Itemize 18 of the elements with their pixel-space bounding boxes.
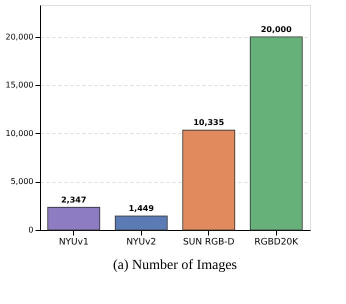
bar [47,206,100,230]
x-tick-label: NYUv1 [58,238,89,248]
y-tick-label: 0 [28,226,34,234]
data-label: 1,449 [128,204,154,214]
bar [182,130,236,230]
y-tick-label: 15,000 [6,80,34,90]
y-tick-label: 10,000 [6,128,34,138]
data-label: 10,335 [193,118,225,128]
x-tick-label: NYUv2 [126,238,156,248]
y-tick-label: 20,000 [6,32,34,42]
bar [114,216,168,230]
x-tick-label: RGBD20K [254,238,300,248]
x-tick-label: SUN RGB-D [183,238,235,248]
text: (a) Number of Images [112,258,238,273]
y-tick-label: 5,000 [10,177,34,186]
data-label: 20,000 [260,24,292,34]
bar [250,36,303,230]
data-label: 2,347 [61,195,86,204]
